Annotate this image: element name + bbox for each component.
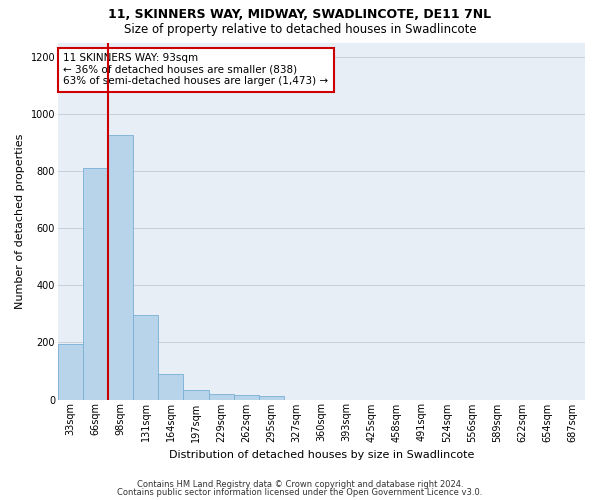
Bar [233, 395, 259, 400]
Bar [184, 390, 209, 400]
Text: Contains HM Land Registry data © Crown copyright and database right 2024.: Contains HM Land Registry data © Crown c… [137, 480, 463, 489]
X-axis label: Distribution of detached houses by size in Swadlincote: Distribution of detached houses by size … [169, 450, 474, 460]
Bar [209, 394, 233, 400]
Text: Size of property relative to detached houses in Swadlincote: Size of property relative to detached ho… [124, 22, 476, 36]
Text: 11 SKINNERS WAY: 93sqm
← 36% of detached houses are smaller (838)
63% of semi-de: 11 SKINNERS WAY: 93sqm ← 36% of detached… [63, 53, 328, 86]
Y-axis label: Number of detached properties: Number of detached properties [15, 134, 25, 308]
Bar [58, 344, 83, 400]
Text: 11, SKINNERS WAY, MIDWAY, SWADLINCOTE, DE11 7NL: 11, SKINNERS WAY, MIDWAY, SWADLINCOTE, D… [109, 8, 491, 20]
Bar [158, 374, 184, 400]
Bar [259, 396, 284, 400]
Bar [133, 316, 158, 400]
Bar [108, 136, 133, 400]
Text: Contains public sector information licensed under the Open Government Licence v3: Contains public sector information licen… [118, 488, 482, 497]
Bar [83, 168, 108, 400]
